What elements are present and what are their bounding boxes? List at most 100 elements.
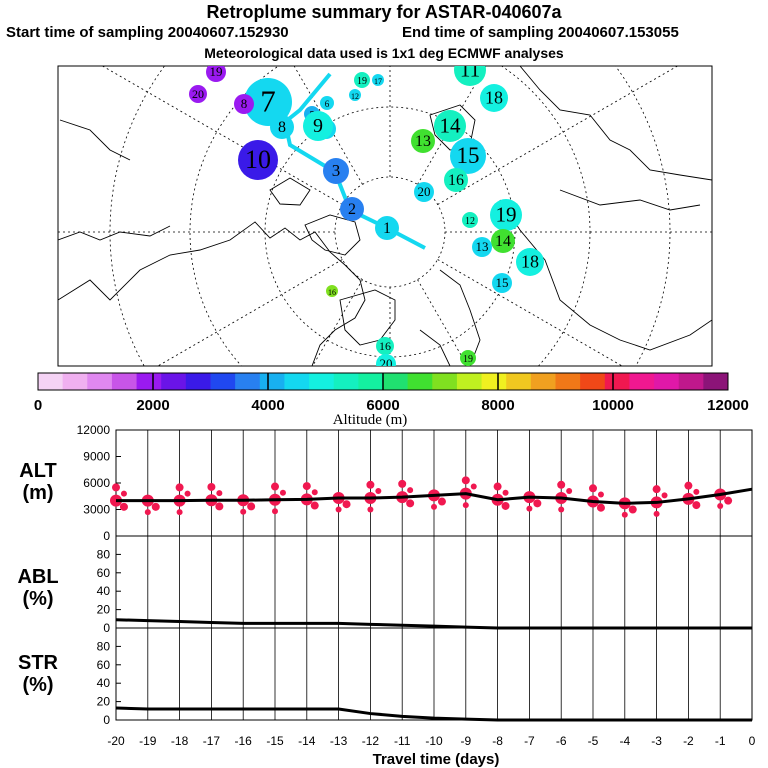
map-marker: [238, 140, 278, 180]
colorbar-segment: [629, 373, 655, 390]
colorbar-segment: [530, 373, 556, 390]
y-tick-label: 0: [103, 621, 110, 635]
map-marker-label: 10: [245, 145, 271, 174]
altitude-cluster-dot: [240, 508, 247, 515]
map-marker: [244, 78, 292, 126]
altitude-cluster-dot: [692, 501, 701, 510]
map-marker-label: 20: [418, 184, 431, 199]
altitude-cluster-dot: [342, 500, 351, 509]
abl-y-ticks: 0 20 40 60 80: [97, 547, 121, 635]
colorbar-segment: [456, 373, 483, 390]
map-marker-label: 16: [448, 172, 464, 189]
altitude-cluster-dot: [175, 483, 184, 492]
abl-panel-label: ABL (%): [8, 566, 68, 610]
x-tick-label: 0: [749, 734, 756, 748]
map-marker-label: 16: [328, 288, 336, 297]
map-marker-label: 19: [210, 64, 223, 79]
colorbar-segment: [136, 373, 162, 390]
altitude-cluster-dot: [302, 482, 311, 491]
colorbar-tick-label: 6000: [366, 397, 399, 414]
alt-unit: (m): [22, 482, 54, 504]
meridian-line: [101, 66, 343, 205]
x-tick-label: -15: [266, 734, 284, 748]
meridian-line: [157, 259, 343, 366]
x-tick-label: -20: [107, 734, 125, 748]
colorbar-segment: [580, 373, 606, 390]
x-tick-label: -1: [715, 734, 726, 748]
map-frame: [57, 65, 713, 367]
altitude-cluster-dot: [407, 487, 414, 494]
x-tick-label: -16: [235, 734, 253, 748]
colorbar-segment: [87, 373, 113, 390]
altitude-cluster-dot: [247, 502, 256, 511]
altitude-cluster-dot: [119, 502, 128, 511]
colorbar-segment: [555, 373, 581, 390]
altitude-cluster-dot: [653, 510, 660, 517]
altitude-cluster-dot: [272, 508, 278, 515]
altitude-cluster-dot: [533, 499, 542, 508]
altitude-cluster-dot: [462, 502, 469, 509]
altitude-cluster-dot: [271, 482, 279, 491]
colorbar-segment: [309, 373, 335, 390]
y-tick-label: 0: [103, 529, 110, 543]
y-tick-label: 0: [103, 713, 110, 727]
map-marker-label: 1: [383, 220, 391, 237]
coastline: [439, 269, 481, 366]
altitude-cluster-dot: [310, 501, 319, 510]
altitude-cluster-dot: [461, 476, 470, 485]
map-marker: [480, 84, 508, 112]
map-marker-label: 11: [460, 57, 480, 81]
map-marker-label: 17: [374, 77, 382, 86]
x-tick-label: -9: [460, 734, 471, 748]
str-panel-label: STR (%): [8, 652, 68, 696]
x-tick-label: -3: [651, 734, 662, 748]
x-tick-label: -10: [425, 734, 443, 748]
altitude-cluster-dot: [112, 483, 120, 492]
centroid-trajectory: [282, 72, 426, 250]
altitude-cluster-dot: [151, 502, 160, 511]
altitude-cluster-dot: [526, 505, 533, 512]
map-marker: [375, 216, 399, 240]
y-tick-label: 3000: [83, 503, 110, 517]
map-marker-label: 13: [476, 239, 489, 254]
colorbar-tick-label: 10000: [592, 397, 634, 414]
x-tick-label: -18: [171, 734, 189, 748]
colorbar-segment: [481, 373, 507, 390]
map-marker-label: 19: [496, 202, 517, 226]
colorbar-segment: [235, 373, 261, 390]
y-tick-label: 9000: [83, 450, 110, 464]
colorbar-segment: [407, 373, 433, 390]
colorbar-label: Altitude (m): [333, 412, 408, 428]
altitude-cluster-dot: [724, 496, 733, 505]
str-y-ticks: 0 20 40 60 80: [97, 639, 121, 727]
meridian-line: [437, 259, 623, 366]
alt-mean-line: [116, 487, 753, 505]
altitude-cluster-dot: [215, 502, 224, 511]
colorbar-tick-label: 12000: [707, 397, 749, 414]
met-data-label: Meteorological data used is 1x1 deg ECMW…: [204, 45, 564, 61]
map-marker: [490, 199, 522, 231]
map-marker: [340, 197, 364, 221]
altitude-cluster-dot: [216, 490, 223, 497]
colorbar-segment: [703, 373, 729, 390]
map-marker: [189, 85, 207, 103]
coastline: [519, 66, 712, 181]
map-marker: [234, 94, 254, 114]
x-tick-label: -2: [683, 734, 694, 748]
y-tick-label: 60: [97, 658, 111, 672]
altitude-cluster-dot: [684, 481, 693, 490]
map-marker-label: 13: [415, 133, 431, 150]
x-tick-label: -12: [362, 734, 380, 748]
start-time-label: Start time of sampling 20040607.152930: [6, 24, 289, 41]
map-marker: [349, 89, 361, 101]
colorbar-segment: [678, 373, 704, 390]
colorbar-tick-label: 0: [34, 397, 42, 414]
x-tick-label: -7: [524, 734, 535, 748]
altitude-cluster-dot: [501, 501, 510, 510]
polar-map: 1234567891011121314151617181920198201415…: [57, 57, 713, 367]
map-marker: [354, 72, 370, 88]
altitude-cluster-dot: [693, 488, 700, 495]
altitude-cluster-dot: [493, 482, 502, 491]
str-line: [115, 706, 752, 722]
map-marker: [303, 111, 333, 141]
